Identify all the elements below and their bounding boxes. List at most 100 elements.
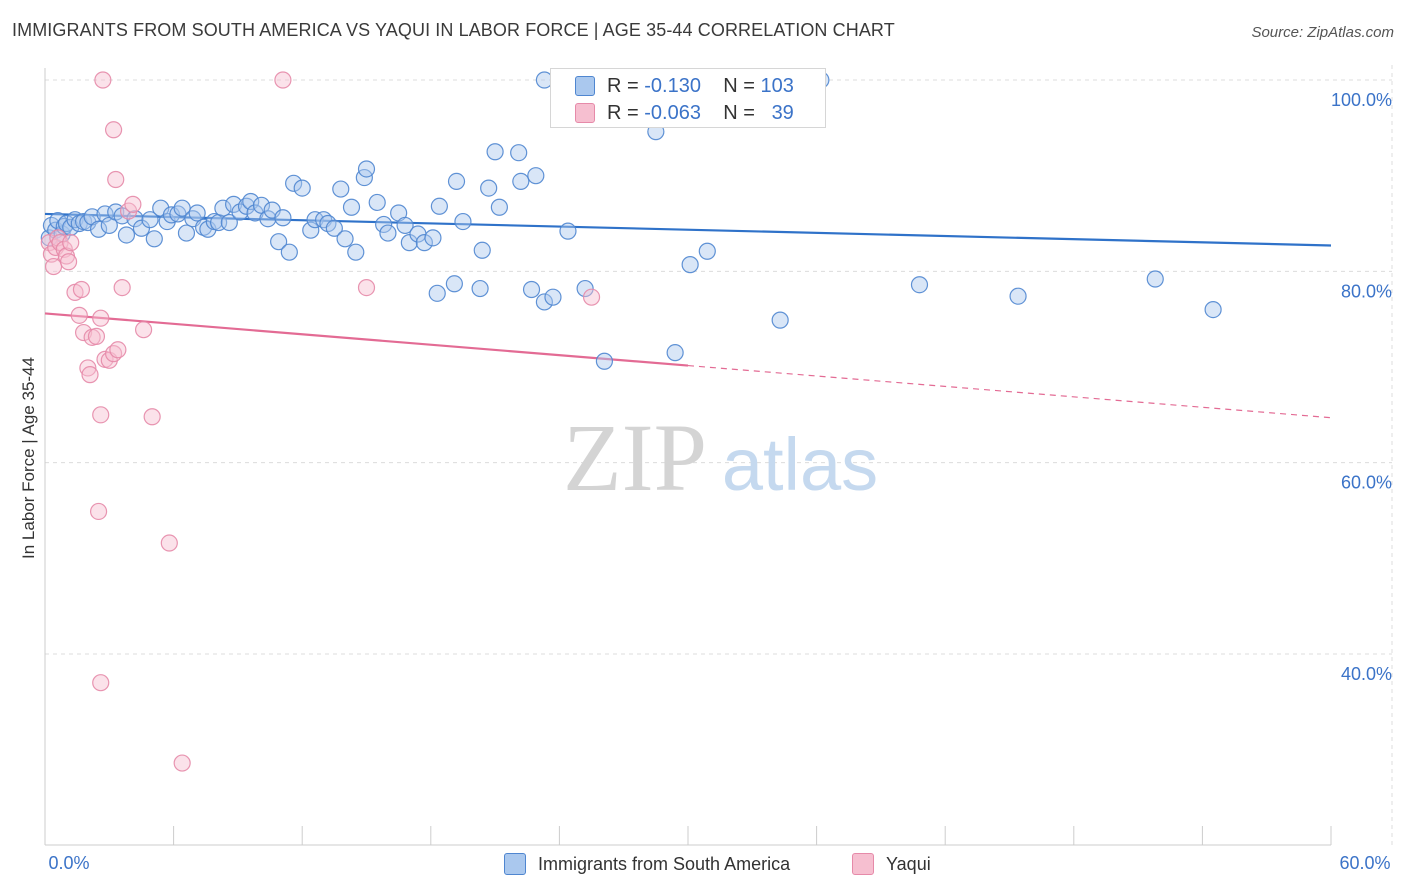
blue-point	[490, 198, 508, 216]
blue-point	[576, 279, 594, 298]
blue-point	[698, 242, 716, 260]
pink-point	[582, 288, 601, 306]
pink-point	[124, 195, 142, 213]
pink-series	[40, 71, 601, 772]
blue-point	[231, 203, 249, 221]
blue-point	[368, 193, 386, 212]
blue-point	[220, 213, 238, 232]
blue-point	[415, 234, 433, 252]
pink-legend-swatch	[852, 853, 874, 875]
axes	[44, 68, 1332, 846]
pink-point	[104, 121, 123, 139]
pink-point	[44, 257, 63, 276]
blue-legend-label: Immigrants from South America	[538, 854, 791, 874]
blue-point	[910, 276, 929, 294]
blue-point	[473, 241, 491, 259]
blue-point	[293, 179, 311, 197]
blue-point	[396, 216, 414, 235]
legend-n-value: 39	[771, 102, 794, 124]
legend-n-label: N =	[723, 102, 755, 124]
legend-n-label: N =	[723, 75, 755, 97]
trend-lines	[44, 212, 1332, 419]
pink-point	[74, 323, 93, 342]
blue-point	[302, 221, 320, 239]
legend-n-value: 103	[760, 75, 794, 97]
pink-point	[92, 674, 110, 692]
pink-point	[109, 341, 127, 359]
pink-point	[92, 406, 110, 424]
blue-point	[666, 344, 684, 362]
pink-point	[62, 234, 80, 252]
blue-point	[510, 144, 528, 162]
blue-point	[325, 219, 343, 237]
pink-point	[81, 366, 99, 384]
blue-point	[332, 180, 350, 198]
chart-title: IMMIGRANTS FROM SOUTH AMERICA VS YAQUI I…	[12, 20, 895, 40]
x-tick-label: 60.0%	[1339, 853, 1390, 873]
pink-point	[274, 71, 292, 89]
y-tick-label: 40.0%	[1341, 664, 1392, 684]
blue-point	[188, 204, 206, 222]
blue-point	[522, 280, 541, 299]
blue-point	[379, 224, 397, 242]
blue-point	[527, 167, 545, 185]
blue-point	[447, 172, 466, 191]
blue-point	[1009, 287, 1027, 305]
blue-point	[681, 256, 699, 274]
blue-point	[347, 243, 365, 261]
y-tick-label: 80.0%	[1341, 281, 1392, 301]
blue-point	[259, 210, 277, 228]
blue-point	[357, 160, 376, 178]
pink-legend-label: Yaqui	[886, 854, 931, 874]
y-tick-label: 100.0%	[1331, 90, 1392, 110]
gridlines	[45, 65, 1393, 845]
legend-r-value: -0.130	[644, 75, 701, 97]
blue-point	[274, 209, 292, 227]
blue-point	[480, 179, 498, 197]
tick-labels: 100.0% 80.0% 60.0% 40.0% 0.0% 60.0%	[48, 90, 1392, 873]
pink-point	[107, 170, 125, 189]
x-tick-label: 0.0%	[48, 853, 89, 873]
source-label: Source: ZipAtlas.com	[1251, 24, 1394, 41]
pink-point	[87, 327, 106, 345]
blue-swatch	[575, 76, 595, 96]
pink-point	[94, 71, 112, 89]
y-tick-label: 60.0%	[1341, 473, 1392, 493]
legend-r-value: -0.063	[644, 102, 701, 124]
watermark: ZIP atlas	[563, 404, 878, 511]
pink-point	[134, 321, 153, 339]
blue-point	[428, 284, 446, 302]
blue-point	[280, 243, 298, 261]
blue-point	[424, 229, 442, 247]
pink-point	[59, 253, 78, 271]
pink-swatch	[575, 103, 595, 123]
blue-point	[1146, 270, 1164, 288]
blue-point	[89, 220, 108, 238]
blue-point	[270, 233, 288, 251]
blue-point	[285, 174, 303, 192]
pink-trend-extension	[687, 364, 1332, 419]
pink-point	[143, 408, 161, 426]
blue-point	[162, 206, 181, 224]
blue-point	[342, 198, 361, 216]
watermark-atlas: atlas	[722, 423, 878, 506]
blue-point	[544, 288, 562, 306]
blue-point	[430, 197, 448, 215]
pink-point	[113, 278, 131, 297]
blue-point	[117, 226, 136, 244]
blue-point	[771, 311, 789, 329]
blue-point	[595, 352, 614, 370]
pink-point	[89, 502, 108, 521]
watermark-zip: ZIP	[563, 404, 707, 511]
pink-point	[92, 309, 110, 327]
pink-point	[79, 359, 97, 377]
blue-legend-swatch	[504, 853, 526, 875]
blue-point	[141, 211, 159, 229]
blue-point	[445, 275, 463, 293]
pink-point	[173, 754, 191, 772]
pink-trend-line	[44, 312, 689, 367]
blue-point	[512, 172, 530, 191]
blue-point	[336, 230, 354, 248]
legend-r-label: R =	[607, 102, 639, 124]
